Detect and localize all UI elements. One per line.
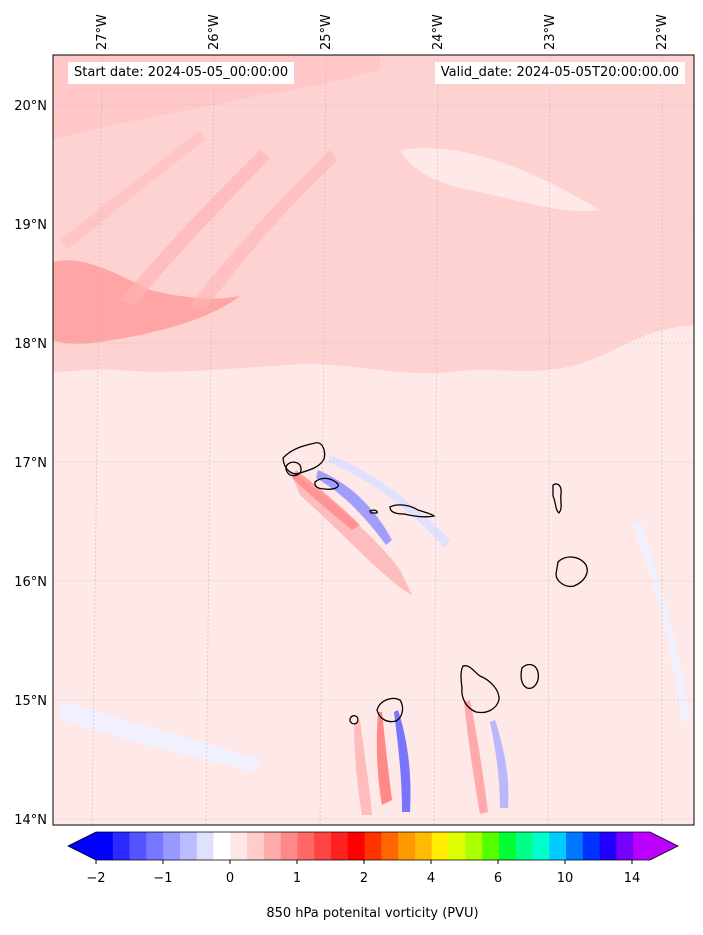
colorbar-segment <box>566 832 584 860</box>
lat-label: 15°N <box>14 694 47 709</box>
pv-wake-fogo-blue <box>394 710 411 812</box>
pv-wake-north-blue-pale <box>328 455 450 548</box>
island-sao-nicolau <box>314 477 339 490</box>
lon-label: 27°W <box>95 14 110 50</box>
start-date-label: Start date: 2024-05-05_00:00:00 <box>68 62 295 84</box>
pv-negative-patch-2 <box>632 520 690 722</box>
colorbar-segment <box>465 832 483 860</box>
colorbar-segment <box>515 832 533 860</box>
colorbar-tick-label: 14 <box>624 871 641 886</box>
colorbar-segment <box>96 832 114 860</box>
pv-streak-2 <box>190 150 338 310</box>
colorbar-tick-label: −2 <box>86 871 105 886</box>
colorbar-segment <box>532 832 550 860</box>
colorbar-segment <box>398 832 416 860</box>
colorbar-segment <box>431 832 450 860</box>
island-santiago <box>460 665 500 714</box>
colorbar-segment <box>297 832 315 860</box>
colorbar-segment <box>179 832 198 860</box>
lat-label: 16°N <box>14 575 47 590</box>
colorbar-segment <box>633 832 651 860</box>
pv-streak-1 <box>120 150 270 305</box>
colorbar-segment <box>347 832 366 860</box>
lat-label: 14°N <box>14 813 47 828</box>
lat-label: 19°N <box>14 218 47 233</box>
colorbar-segment <box>112 832 131 860</box>
colorbar-tick-label: 10 <box>557 871 574 886</box>
colorbar-segment <box>263 832 282 860</box>
pv-pale-gap-1 <box>400 148 600 211</box>
colorbar-tick-label: 6 <box>494 871 502 886</box>
pv-wake-santiago-blue <box>490 720 509 808</box>
lon-label: 26°W <box>207 14 222 50</box>
colorbar-segment <box>247 832 265 860</box>
lat-label: 20°N <box>14 99 47 114</box>
island-boa-vista <box>555 556 588 588</box>
colorbar-segment <box>482 832 500 860</box>
colorbar-segment <box>280 832 298 860</box>
lat-label: 17°N <box>14 456 47 471</box>
pv-wake-fogo-pink <box>354 720 372 815</box>
lon-label: 24°W <box>431 14 446 50</box>
colorbar-segment <box>582 832 601 860</box>
colorbar-segment <box>549 832 567 860</box>
pv-wake-north-red <box>292 470 360 530</box>
latitude-labels: 20°N 19°N 18°N 17°N 16°N 15°N 14°N <box>14 99 47 828</box>
colorbar-extend-max <box>650 832 678 860</box>
valid-date-label: Valid_date: 2024-05-05T20:00:00.00 <box>434 62 685 84</box>
colorbar-segment <box>414 832 433 860</box>
map-panel <box>53 55 694 825</box>
island-brava <box>349 715 359 725</box>
lat-label: 18°N <box>14 337 47 352</box>
colorbar-segment <box>230 832 248 860</box>
island-maio <box>520 663 540 689</box>
island-santo-antao <box>282 442 326 475</box>
lon-label: 23°W <box>543 14 558 50</box>
colorbar-extend-min <box>68 832 96 860</box>
colorbar-segment <box>213 832 231 860</box>
pv-wake-santiago-red <box>464 700 488 814</box>
colorbar-segment <box>129 832 147 860</box>
pv-streak-3 <box>60 130 205 250</box>
island-sal <box>552 483 562 514</box>
island-sao-nicolau-east <box>389 504 436 518</box>
coastlines <box>282 442 588 725</box>
pv-wake-fogo-red <box>376 712 392 805</box>
lon-label: 25°W <box>319 14 334 50</box>
pv-northwest-core <box>53 260 240 344</box>
colorbar-segment <box>448 832 466 860</box>
lon-label: 22°W <box>655 14 670 50</box>
colorbar-tick-label: 1 <box>293 871 301 886</box>
colorbar-segment <box>599 832 617 860</box>
colorbar-segment <box>196 832 215 860</box>
island-fogo <box>376 697 404 723</box>
pv-negative-patch-1 <box>58 700 260 772</box>
colorbar-segment <box>146 832 164 860</box>
island-sao-vicente <box>285 461 302 477</box>
longitude-labels: 27°W 26°W 25°W 24°W 23°W 22°W <box>95 14 670 50</box>
colorbar-segment <box>331 832 349 860</box>
island-santa-luzia <box>369 509 378 514</box>
colorbar-segment <box>364 832 382 860</box>
colorbar <box>67 831 679 864</box>
colorbar-tick-label: 2 <box>360 871 368 886</box>
colorbar-segment <box>616 832 634 860</box>
graticule <box>53 55 694 825</box>
map-frame <box>52 54 695 826</box>
colorbar-segment <box>163 832 181 860</box>
colorbar-tick-label: 4 <box>427 871 435 886</box>
colorbar-ticks: −2 −1 0 1 2 4 6 8 10 12 14 <box>86 871 640 886</box>
colorbar-tick-label: −1 <box>153 871 172 886</box>
colorbar-title: 850 hPa potenital vorticity (PVU) <box>266 906 479 921</box>
colorbar-segment <box>381 832 399 860</box>
colorbar-tick-label: 0 <box>226 871 234 886</box>
colorbar-segment <box>498 832 517 860</box>
colorbar-segment <box>314 832 332 860</box>
